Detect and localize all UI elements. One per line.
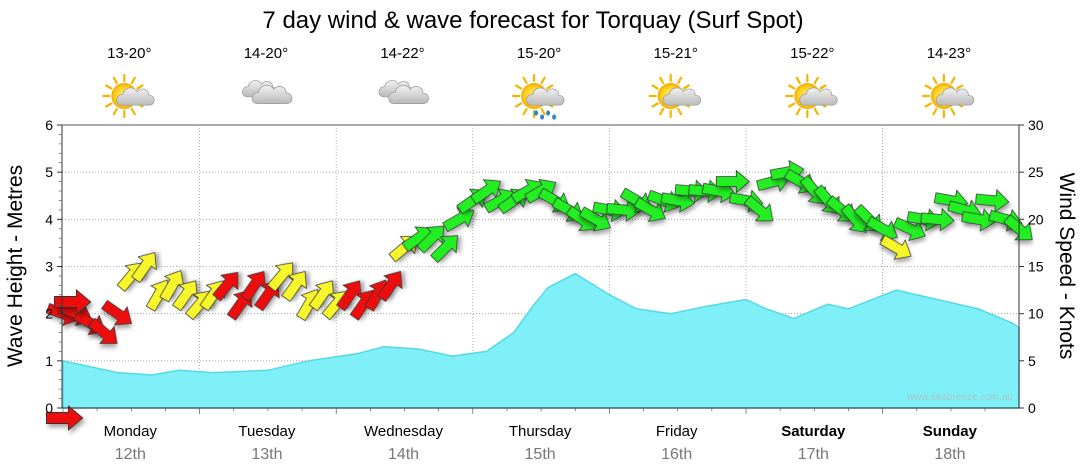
wind-arrow <box>308 280 335 312</box>
y-tick-label-right: 20 <box>1028 211 1044 227</box>
wind-arrow <box>715 169 750 194</box>
partly-cloudy-icon <box>921 73 975 119</box>
wind-arrow <box>336 280 362 312</box>
day-label: Monday <box>104 423 158 440</box>
wind-arrow <box>281 270 307 302</box>
day-temp-range: 13-20° <box>107 45 151 62</box>
cloud-shape <box>799 87 838 106</box>
cloud-shape <box>662 87 702 106</box>
y-tick-label-left: 2 <box>45 306 53 322</box>
day-label: Wednesday <box>364 423 443 440</box>
day-label: Tuesday <box>238 423 295 440</box>
wind-arrow <box>101 299 133 326</box>
wind-arrow <box>266 262 294 292</box>
day-label: Friday <box>656 423 698 440</box>
rain-drop <box>552 114 557 120</box>
day-temp-range: 14-22° <box>380 45 424 62</box>
wind-arrow <box>1003 214 1033 241</box>
day-temp-range: 14-23° <box>927 45 971 62</box>
y-tick-label-right: 25 <box>1028 164 1044 180</box>
wind-arrow <box>240 270 266 302</box>
y-tick-label-left: 4 <box>45 211 53 227</box>
day-temp-range: 14-20° <box>244 45 288 62</box>
wind-arrow <box>430 235 458 264</box>
partly-cloudy-icon <box>785 73 838 119</box>
y-tick-label-left: 0 <box>45 400 53 416</box>
partly-cloudy-icon <box>648 73 702 119</box>
y-tick-label-right: 30 <box>1028 117 1044 133</box>
y-tick-label-right: 5 <box>1028 353 1036 369</box>
day-date-label: 16th <box>661 446 692 463</box>
rain-drop <box>534 110 539 116</box>
showers-icon <box>511 73 565 120</box>
cloud-shape <box>388 84 429 104</box>
wind-arrow <box>159 270 185 303</box>
credit-text: www.seabreeze.com.au <box>906 392 1013 403</box>
rain-drop <box>540 114 545 120</box>
wind-arrow <box>961 208 996 232</box>
cloudy-icon <box>378 80 429 104</box>
wind-arrow <box>376 270 403 302</box>
wind-arrow <box>633 197 666 222</box>
wind-arrow <box>578 206 611 232</box>
wind-arrow <box>920 207 955 232</box>
day-date-label: 14th <box>388 446 419 463</box>
cloud-shape <box>251 84 293 104</box>
day-date-label: 17th <box>798 446 829 463</box>
day-date-label: 12th <box>115 446 146 463</box>
wind-arrow <box>743 195 774 222</box>
wind-arrow <box>87 317 118 344</box>
day-temp-range: 15-21° <box>654 45 698 62</box>
day-date-label: 13th <box>251 446 282 463</box>
y-tick-label-left: 1 <box>45 353 53 369</box>
grid <box>62 125 1019 408</box>
y-tick-label-left: 6 <box>45 117 53 133</box>
sun-rays <box>511 73 557 119</box>
y-tick-label-left: 3 <box>45 259 53 275</box>
y-tick-label-right: 10 <box>1028 306 1044 322</box>
partly-cloudy-icon <box>102 73 155 119</box>
cloud-shape <box>526 87 565 106</box>
day-date-label: 15th <box>525 446 556 463</box>
wind-start-marker <box>53 288 92 316</box>
y-tick-label-right: 15 <box>1028 259 1044 275</box>
day-label: Thursday <box>509 423 572 440</box>
y-axis-right-title: Wind Speed - Knots <box>1055 173 1078 360</box>
day-temp-range: 15-20° <box>517 45 561 62</box>
wind-arrow <box>975 188 1010 213</box>
y-tick-label-right: 0 <box>1028 400 1036 416</box>
wave-start-marker <box>45 404 84 432</box>
wind-arrow <box>416 225 445 254</box>
wave-height-area <box>62 272 1020 409</box>
wind-arrow <box>212 271 239 302</box>
wind-arrow <box>879 234 912 260</box>
wind-arrow <box>606 198 641 223</box>
cloudy-icon <box>241 80 293 104</box>
y-axis-left-title: Wave Height - Metres <box>4 165 27 367</box>
wind-arrow <box>131 252 157 284</box>
day-label: Sunday <box>923 423 978 440</box>
day-temp-range: 15-22° <box>790 45 834 62</box>
cloud-shape <box>935 87 975 106</box>
day-label: Saturday <box>781 423 846 440</box>
chart-title: 7 day wind & wave forecast for Torquay (… <box>262 7 803 34</box>
wind-arrow <box>442 207 475 233</box>
rain-drop <box>546 110 551 116</box>
wind-arrow <box>172 280 198 312</box>
wind-arrow <box>524 178 557 204</box>
cloud-shape <box>116 87 155 106</box>
day-date-label: 18th <box>934 446 965 463</box>
y-tick-label-left: 5 <box>45 164 53 180</box>
